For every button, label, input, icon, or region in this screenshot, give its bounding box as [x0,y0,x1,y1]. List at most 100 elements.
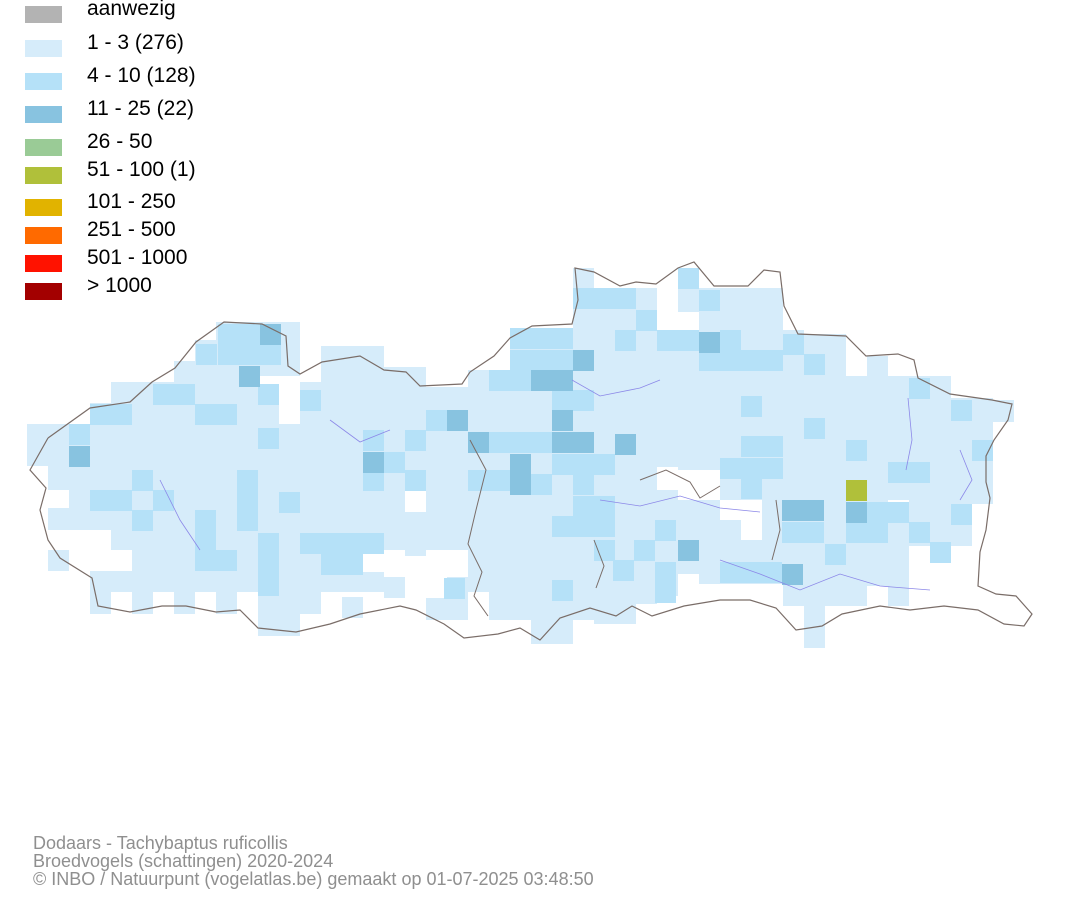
grid-cell-4-10 [258,428,279,449]
grid-cell-4-10 [846,522,867,543]
grid-cell-4-10 [300,533,321,554]
legend-label: 4 - 10 (128) [87,64,196,87]
grid-cell-4-10 [405,470,426,491]
grid-cell-4-10 [762,350,783,371]
grid-cell-4-10 [741,458,762,479]
grid-cell [279,424,300,636]
grid-cell-4-10 [363,533,384,554]
grid-cell-4-10 [699,290,720,311]
grid-cell-4-10 [825,544,846,565]
grid-cell-51-100 [846,480,867,501]
grid-cell-4-10 [552,580,573,601]
grid-cell-4-10 [762,458,783,479]
grid-cell [909,376,930,546]
grid-cell-4-10 [699,350,720,371]
grid-cell-4-10 [405,430,426,451]
grid-cell-11-25 [447,410,468,431]
grid-cell-4-10 [804,418,825,439]
grid-cell [90,571,111,614]
grid-cell-4-10 [216,404,237,425]
grid-cell-4-10 [573,496,594,517]
grid-cell [279,322,300,376]
grid-cell-4-10 [90,404,111,425]
legend-swatch [25,199,62,216]
grid-cell [636,288,657,604]
grid-cell-4-10 [720,350,741,371]
grid-cell-4-10 [237,490,258,511]
grid-cell-4-10 [69,424,90,445]
grid-cell-4-10 [237,470,258,491]
grid-cell-11-25 [573,432,594,453]
grid-cell-4-10 [573,288,594,309]
grid-cell [48,424,69,490]
grid-cell-4-10 [678,330,699,351]
grid-cell-4-10 [720,458,741,479]
grid-cell-11-25 [573,350,594,371]
grid-cell-4-10 [342,533,363,554]
grid-cell-4-10 [594,540,615,561]
legend-swatch [25,106,62,123]
grid-cell-11-25 [510,454,531,475]
grid-cell-4-10 [594,496,615,517]
grid-cell-4-10 [634,540,655,561]
legend-swatch [25,167,62,184]
grid-cell-4-10 [655,582,676,603]
grid-cell-11-25 [552,432,573,453]
grid-cell-4-10 [741,396,762,417]
grid-cell-4-10 [741,436,762,457]
grid-cell-4-10 [531,432,552,453]
grid-cell [48,508,69,530]
grid-cell-4-10 [489,470,510,491]
grid-cell [321,346,342,592]
grid-cell-4-10 [951,400,972,421]
legend-label: > 1000 [87,274,152,297]
grid-cell [216,322,237,614]
grid-cell-4-10 [531,474,552,495]
grid-cell-11-25 [552,370,573,391]
grid-cell-4-10 [803,522,824,543]
legend-swatch [25,283,62,300]
grid-cell-4-10 [740,562,761,583]
grid-cell-11-25 [69,446,90,467]
legend-label: aanwezig [87,0,176,20]
grid-cell-4-10 [321,533,342,554]
grid-cell-4-10 [239,344,260,365]
grid-cell-4-10 [594,288,615,309]
grid-cell [48,550,69,571]
grid-cell-4-10 [218,344,239,365]
grid-cell-4-10 [195,510,216,531]
grid-cell-11-25 [239,366,260,387]
grid-cell-4-10 [426,410,447,431]
grid-cell-4-10 [510,370,531,391]
copyright-credit: © INBO / Natuurpunt (vogelatlas.be) gema… [33,869,594,889]
grid-cell-4-10 [510,328,531,349]
grid-cell-4-10 [573,474,594,495]
region-border [29,261,1033,641]
grid-cell-4-10 [196,344,217,365]
grid-cell-4-10 [615,330,636,351]
legend-label: 101 - 250 [87,190,176,213]
grid-cell-4-10 [741,350,762,371]
grid-cell [615,288,636,624]
grid-cell [405,512,426,556]
grid-cell-4-10 [342,554,363,575]
grid-cell-4-10 [132,470,153,491]
grid-cell [384,577,405,598]
grid-cell-4-10 [195,404,216,425]
grid-cell-4-10 [510,432,531,453]
grid-cell-4-10 [111,490,132,511]
grid-cell-4-10 [300,390,321,411]
grid-cell [699,500,720,584]
grid-cell-4-10 [258,533,279,554]
grid-cell [930,376,951,546]
grid-cell-11-25 [552,410,573,431]
grid-cell-4-10 [655,562,676,583]
grid-cell-4-10 [613,560,634,581]
grid-cell-4-10 [237,510,258,531]
grid-cell-11-25 [782,500,803,521]
grid-cell-4-10 [552,390,573,411]
grid-cell-4-10 [783,334,804,355]
legend-label: 501 - 1000 [87,246,188,269]
grid-cell [804,334,825,648]
